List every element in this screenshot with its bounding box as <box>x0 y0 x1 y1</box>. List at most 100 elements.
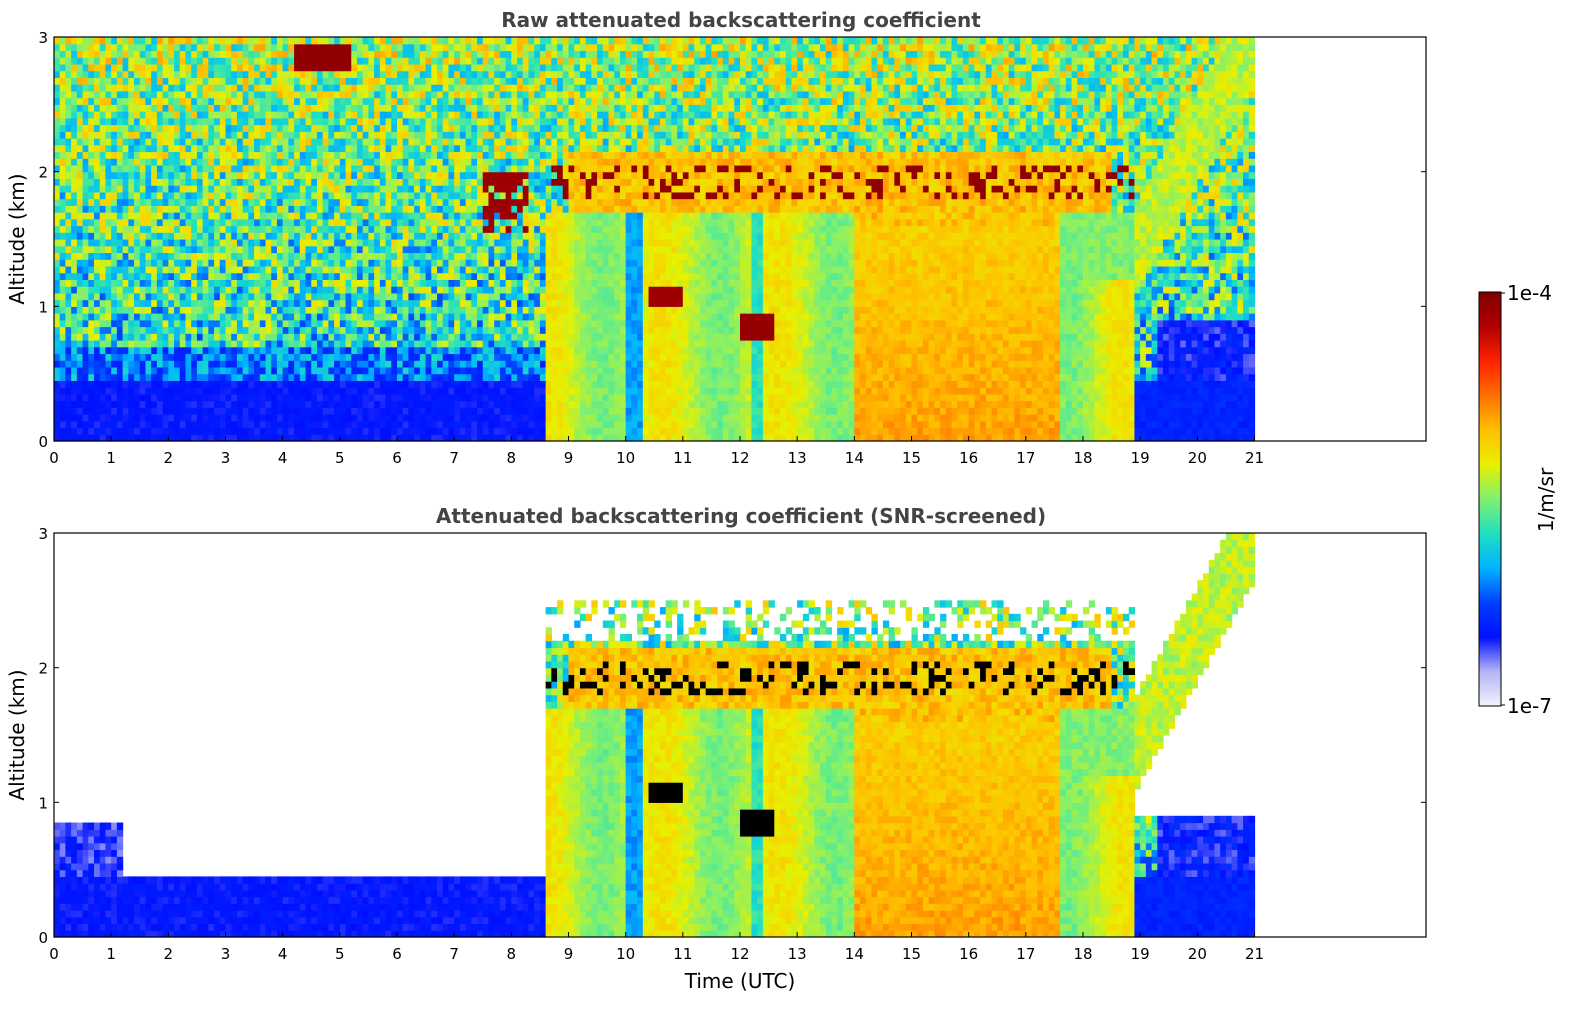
heatmap-cell <box>431 57 438 65</box>
heatmap-cell <box>231 191 238 200</box>
heatmap-cell <box>156 360 164 368</box>
heatmap-cell <box>151 373 158 381</box>
heatmap-cell <box>196 178 204 186</box>
heatmap-cell <box>248 185 255 193</box>
heatmap-cell <box>88 164 95 173</box>
heatmap-cell <box>99 353 107 361</box>
heatmap-cell <box>362 185 370 193</box>
heatmap-cell <box>179 138 187 146</box>
heatmap-cell <box>282 151 289 159</box>
heatmap-cell <box>105 360 112 368</box>
heatmap-cell <box>156 393 164 402</box>
heatmap-cell <box>145 319 152 328</box>
heatmap-cell <box>54 360 61 368</box>
heatmap-cell <box>54 191 61 200</box>
heatmap-cell <box>494 299 501 307</box>
heatmap-cell <box>517 84 524 92</box>
heatmap-cell <box>59 104 67 112</box>
heatmap-cell <box>316 319 324 328</box>
heatmap-cell <box>454 77 461 85</box>
heatmap-cell <box>517 272 524 280</box>
heatmap-cell <box>82 292 89 301</box>
heatmap-cell <box>139 158 147 166</box>
heatmap-cell <box>139 259 147 267</box>
heatmap-cell <box>522 111 530 119</box>
heatmap-cell <box>339 144 347 153</box>
heatmap-cell <box>459 158 467 166</box>
heatmap-cell <box>408 205 415 213</box>
heatmap-cell <box>368 185 375 193</box>
heatmap-cell <box>311 360 318 368</box>
heatmap-cell <box>339 239 347 247</box>
heatmap-cell <box>482 185 490 193</box>
heatmap-cell <box>494 77 501 85</box>
heatmap-cell <box>334 37 341 45</box>
heatmap-cell <box>128 414 135 422</box>
heatmap-cell <box>465 434 472 442</box>
heatmap-cell <box>482 63 490 72</box>
heatmap-cell <box>168 245 175 254</box>
heatmap-cell <box>196 104 204 112</box>
heatmap-cell <box>111 259 118 267</box>
heatmap-cell <box>236 104 244 112</box>
heatmap-cell <box>356 286 364 294</box>
heatmap-cell <box>208 414 215 422</box>
heatmap-cell <box>471 292 478 301</box>
heatmap-cell <box>236 164 244 173</box>
heatmap-cell <box>294 272 301 280</box>
heatmap-cell <box>528 434 535 442</box>
heatmap-cell <box>128 84 135 92</box>
heatmap-cell <box>139 70 147 78</box>
heatmap-cell <box>339 407 347 415</box>
heatmap-cell <box>105 407 112 415</box>
heatmap-cell <box>402 57 410 65</box>
heatmap-cell <box>276 232 284 240</box>
heatmap-cell <box>59 292 67 301</box>
heatmap-cell <box>511 245 518 254</box>
heatmap-cell <box>345 171 352 179</box>
heatmap-cell <box>465 63 472 72</box>
heatmap-cell <box>528 373 535 381</box>
heatmap-cell <box>465 373 472 381</box>
heatmap-cell <box>214 191 221 200</box>
heatmap-cell <box>339 272 347 280</box>
heatmap-cell <box>54 104 61 112</box>
heatmap-cell <box>116 299 124 307</box>
heatmap-cell <box>419 427 427 435</box>
heatmap-cell <box>99 198 107 206</box>
heatmap-cell <box>311 380 318 388</box>
heatmap-cell <box>162 84 169 92</box>
heatmap-cell <box>328 393 335 402</box>
heatmap-cell <box>105 245 112 254</box>
heatmap-cell <box>454 340 461 348</box>
heatmap-cell <box>448 225 455 233</box>
heatmap-cell <box>191 380 198 388</box>
heatmap-cell <box>111 37 118 45</box>
heatmap-cell <box>271 164 278 173</box>
heatmap-cell <box>505 90 512 99</box>
heatmap-cell <box>328 225 335 233</box>
heatmap-cell <box>174 104 181 112</box>
heatmap-cell <box>528 400 535 408</box>
heatmap-cell <box>116 252 124 260</box>
heatmap-cell <box>105 50 112 58</box>
heatmap-cell <box>294 104 301 112</box>
heatmap-cell <box>54 232 61 240</box>
heatmap-cell <box>145 138 152 146</box>
heatmap-cell <box>431 400 438 408</box>
heatmap-cell <box>488 43 495 52</box>
heatmap-cell <box>385 239 392 247</box>
heatmap-cell <box>368 239 375 247</box>
heatmap-cell <box>408 414 415 422</box>
heatmap-cell <box>105 124 112 132</box>
heatmap-cell <box>511 319 518 328</box>
heatmap-cell <box>385 245 392 254</box>
heatmap-cell <box>414 299 421 307</box>
heatmap-cell <box>236 111 244 119</box>
heatmap-cell <box>105 84 112 92</box>
heatmap-cell <box>276 265 284 274</box>
heatmap-cell <box>271 340 278 348</box>
heatmap-cell <box>156 434 164 442</box>
heatmap-cell <box>254 178 261 186</box>
heatmap-cell <box>139 326 147 334</box>
